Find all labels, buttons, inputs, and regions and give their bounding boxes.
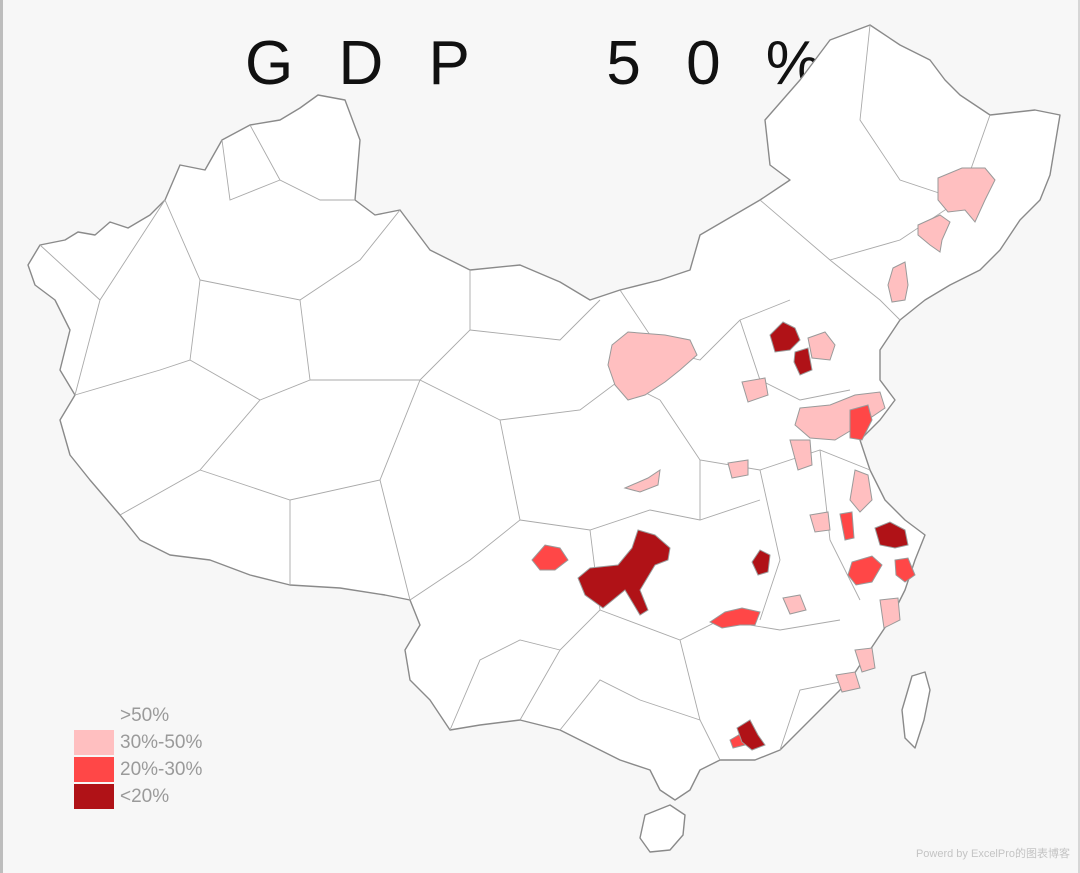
region-wenzhou [879, 597, 901, 629]
region-chengdu-west [531, 544, 569, 571]
region-shijiazhuang [741, 377, 769, 403]
legend-swatch [74, 757, 114, 782]
china-outline [27, 24, 1061, 801]
hainan-island [639, 804, 686, 853]
region-beijing [769, 321, 801, 353]
legend-label: 20%-30% [120, 758, 203, 780]
region-ningbo [894, 557, 916, 583]
region-fuzhou [854, 647, 876, 673]
region-tianjin [793, 347, 813, 376]
region-ordos [607, 331, 698, 401]
legend-label: <20% [120, 785, 170, 807]
region-shandong [794, 391, 886, 441]
highlighted-regions [531, 167, 996, 751]
title-char: P [428, 29, 484, 98]
region-changchun [917, 214, 951, 253]
region-hefei [809, 511, 831, 533]
region-shandong-south [789, 439, 813, 471]
legend-item: <20% [74, 783, 202, 810]
legend-swatch [74, 703, 114, 728]
region-chongqing [577, 529, 671, 616]
region-changsha [709, 607, 761, 629]
region-shenzhen-guangzhou [736, 719, 766, 751]
region-harbin [937, 167, 996, 223]
region-tangshan [807, 331, 836, 361]
region-hangzhou [847, 555, 883, 586]
legend-swatch [74, 730, 114, 755]
region-wuhan [751, 549, 771, 576]
title-char: D [338, 29, 398, 98]
region-xian [623, 468, 661, 493]
legend-label: >50% [120, 704, 170, 726]
region-qingdao [849, 404, 873, 441]
legend-item: 20%-30% [74, 756, 202, 783]
region-shenyang [887, 261, 909, 303]
page-title: G D P 5 0 % [0, 28, 1080, 99]
region-shanghai-suzhou [874, 521, 909, 549]
region-nanchang [782, 594, 807, 615]
legend-swatch [74, 784, 114, 809]
title-char: 0 [686, 29, 735, 98]
title-char: 5 [606, 29, 655, 98]
region-jiangsu-north [849, 469, 873, 513]
credit-text: Powerd by ExcelPro的图表博客 [915, 848, 1070, 860]
legend-item: 30%-50% [74, 729, 202, 756]
legend-item: >50% [74, 702, 202, 729]
region-nanjing [839, 511, 855, 541]
subdivision-lines [39, 24, 991, 761]
region-zhengzhou [727, 459, 749, 479]
title-char: G [245, 29, 308, 98]
region-xiamen [835, 671, 861, 693]
legend: >50% 30%-50% 20%-30% <20% [74, 702, 202, 810]
taiwan-island [901, 671, 931, 749]
legend-label: 30%-50% [120, 731, 203, 753]
